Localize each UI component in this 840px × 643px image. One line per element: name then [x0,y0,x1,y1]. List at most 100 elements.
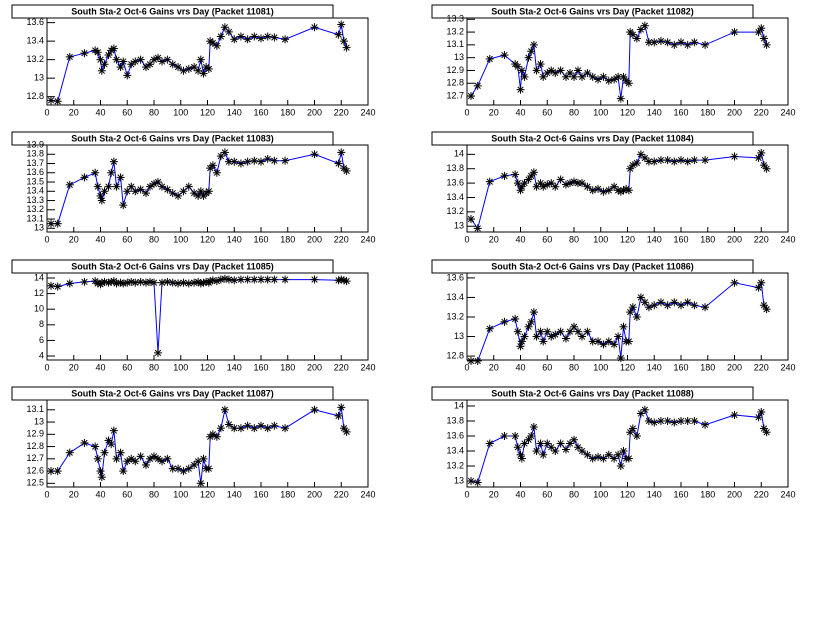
y-tick-label: 12.8 [26,441,44,451]
data-point [196,55,205,64]
marker-stroke [671,299,678,306]
marker-stroke [486,440,493,447]
data-point [619,322,628,331]
data-point [243,421,252,430]
marker-stroke [625,338,632,345]
data-point [104,436,113,445]
data-line [50,278,347,353]
data-point [123,457,132,466]
marker-stroke [486,55,493,63]
marker-stroke [231,425,238,432]
plot-pad: South Sta-2 Oct-6 Gains vrs Day (Packet … [11,259,376,372]
y-tick-label: 13.6 [26,17,44,27]
marker-stroke [343,277,350,285]
data-point [310,275,319,284]
data-point [190,63,199,72]
marker-stroke [517,451,524,458]
x-tick-label: 40 [515,107,525,117]
y-tick-label: 13.2 [446,26,464,36]
marker-stroke [180,467,187,475]
data-point [701,420,710,429]
data-point [670,157,679,166]
x-tick-label: 160 [673,489,688,499]
data-point [190,189,199,198]
marker-stroke [566,69,574,77]
data-point [532,66,541,75]
data-point [690,38,699,47]
data-point [500,317,509,326]
data-point [123,71,132,80]
data-point [47,281,56,290]
x-tick-label: 200 [727,362,742,372]
marker-stroke [594,338,602,345]
y-tick-label: 10 [34,304,44,314]
y-tick-label: 13 [34,416,44,426]
data-point [337,403,346,412]
marker-stroke [645,39,653,46]
marker-stroke [209,431,217,438]
marker-stroke [570,73,578,81]
y-tick-label: 13 [34,223,44,233]
marker-stroke [486,178,493,185]
data-point [532,447,541,455]
data-point [104,51,113,60]
data-point [342,166,351,175]
marker-stroke [521,333,528,340]
marker-stroke [530,169,538,176]
marker-stroke [132,458,139,465]
data-point [112,182,121,191]
marker-stroke [731,411,738,419]
marker-stroke [281,157,289,164]
marker-stroke [651,39,658,46]
data-point [145,454,154,463]
data-point [116,173,125,182]
data-point [683,417,692,425]
marker-stroke [185,280,192,287]
marker-stroke [231,36,238,43]
data-point [683,40,692,49]
marker-stroke [677,156,685,164]
marker-stroke [225,421,233,428]
data-point [759,161,768,170]
marker-stroke [137,186,144,193]
marker-stroke [154,349,162,357]
data-point [677,156,685,165]
data-point [263,275,272,284]
data-point [216,424,225,433]
data-point [310,405,319,414]
data-point [527,317,536,326]
marker-stroke [205,65,212,73]
x-tick-label: 100 [593,107,608,117]
y-tick-label: 13.5 [26,176,44,186]
marker-stroke [338,404,345,411]
marker-stroke [94,455,101,462]
data-point [551,447,560,455]
x-tick-label: 160 [253,489,268,499]
data-point [614,332,623,341]
data-line [51,151,347,225]
x-tick-label: 100 [173,489,188,499]
x-tick-label: 120 [620,489,635,499]
marker-stroke [623,185,630,193]
y-tick-label: 14 [454,149,464,159]
data-point [677,38,685,47]
data-point [100,448,109,457]
marker-stroke [164,186,171,193]
data-point [250,32,259,41]
marker-stroke [530,423,538,431]
marker-stroke [81,174,88,181]
data-point [91,442,100,451]
data-point [204,187,213,196]
marker-stroke [763,41,770,49]
marker-stroke [641,154,649,162]
data-point [250,275,259,284]
marker-stroke [557,440,564,447]
data-point [619,447,628,455]
marker-stroke [213,42,221,49]
data-point [511,432,520,440]
data-point [670,298,679,307]
marker-stroke [664,39,671,46]
plot-pad: South Sta-2 Oct-6 Gains vrs Day (Packet … [431,131,796,244]
marker-stroke [758,25,765,32]
marker-stroke [251,33,258,40]
